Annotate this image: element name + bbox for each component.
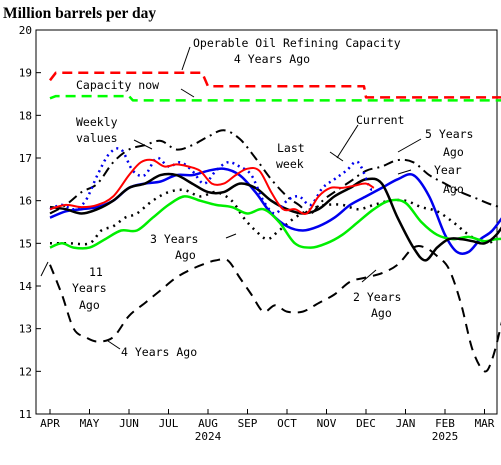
- annotation-label-four-yrs: 4 Years Ago: [121, 345, 197, 359]
- annotation-label-two-2: Ago: [371, 306, 392, 320]
- annotation-label-three-2: Ago: [175, 248, 196, 262]
- annotation-label-eleven-1: 11: [89, 265, 103, 279]
- annotation-pointer: [397, 169, 412, 175]
- x-tick-label: MAR: [475, 417, 495, 430]
- y-tick-label: 20: [19, 24, 32, 37]
- annotation-label-year-1: Year: [434, 163, 462, 177]
- series-line-five-years-ago: [49, 129, 501, 215]
- annotation-label-capacity-now: Capacity now: [76, 78, 159, 92]
- x-tick-label: OCT: [277, 417, 297, 430]
- annotation-label-operable: Operable Oil Refining Capacity: [193, 36, 401, 50]
- annotation-pointer: [336, 124, 359, 159]
- x-tick-label: SEP: [238, 417, 258, 430]
- annotation-pointer: [225, 233, 237, 239]
- annotation-label-year-2: Ago: [443, 182, 464, 196]
- y-tick-label: 19: [19, 67, 32, 80]
- series-line-cap-now: [49, 94, 501, 102]
- annotation-pointer: [180, 88, 195, 98]
- x-year-label: 2024: [195, 430, 222, 443]
- y-tick-label: 17: [19, 152, 32, 165]
- x-tick-label: MAY: [80, 417, 100, 430]
- annotation-label-last-1: Last: [277, 141, 305, 155]
- annotation-label-weekly-1: Weekly: [76, 115, 118, 129]
- x-tick-label: AUG: [198, 417, 218, 430]
- y-tick-label: 18: [19, 109, 32, 122]
- x-tick-label: DEC: [356, 417, 376, 430]
- annotation-pointers: [40, 46, 422, 350]
- series-line-current: [49, 158, 375, 215]
- series-line-cap-old: [49, 71, 501, 99]
- y-tick-label: 13: [19, 323, 32, 336]
- annotation-label-current: Current: [356, 113, 404, 127]
- annotation-label-eleven-3: Ago: [79, 298, 100, 312]
- series-line-four-years-ago: [49, 245, 501, 373]
- y-tick-label: 12: [19, 365, 32, 378]
- annotation-pointer: [40, 261, 49, 277]
- y-tick-label: 11: [19, 408, 32, 421]
- x-tick-label: NOV: [317, 417, 337, 430]
- y-axis-units-label: Million barrels per day: [3, 5, 156, 22]
- series-line-three-years-ago: [49, 195, 501, 250]
- x-tick-label: JUL: [159, 417, 179, 430]
- annotation-label-eleven-2: Years: [72, 281, 107, 295]
- annotation-pointer: [133, 139, 153, 150]
- y-tick-label: 14: [19, 280, 33, 293]
- annotation-label-weekly-2: values: [76, 131, 118, 145]
- x-tick-label: APR: [40, 417, 60, 430]
- x-year-label: 2025: [432, 430, 459, 443]
- annotation-label-five-1: 5 Years: [425, 127, 473, 141]
- annotation-label-two-1: 2 Years: [353, 290, 401, 304]
- series-group: [49, 71, 501, 373]
- x-tick-label: JAN: [396, 417, 416, 430]
- series-line-year-ago: [49, 167, 501, 255]
- annotation-pointer: [397, 138, 422, 153]
- annotation-label-operable-sub: 4 Years Ago: [234, 52, 310, 66]
- annotation-pointer: [329, 151, 344, 162]
- annotation-pointer: [361, 269, 377, 283]
- x-tick-label: JUN: [119, 417, 139, 430]
- annotation-pointer: [107, 340, 121, 350]
- annotation-label-three-1: 3 Years: [150, 232, 198, 246]
- axis-ticks: 11 12 13 14 15 16 17 18 19 20 APR MAY JUN JUL AUG SEP OC…: [19, 24, 495, 443]
- x-tick-label: FEB: [435, 417, 455, 430]
- annotation-label-last-2: week: [276, 157, 304, 171]
- annotations: Operable Oil Refining Capacity 4 Years Ag…: [72, 36, 473, 359]
- y-tick-label: 15: [19, 237, 32, 250]
- annotation-label-five-2: Ago: [443, 145, 464, 159]
- series-line-eleven-years-ago: [49, 188, 501, 246]
- annotation-pointer: [181, 46, 191, 71]
- plot-frame: [35, 29, 498, 415]
- y-tick-label: 16: [19, 195, 32, 208]
- series-line-two-years-ago: [49, 172, 501, 262]
- series-line-weekly-values: [49, 147, 375, 215]
